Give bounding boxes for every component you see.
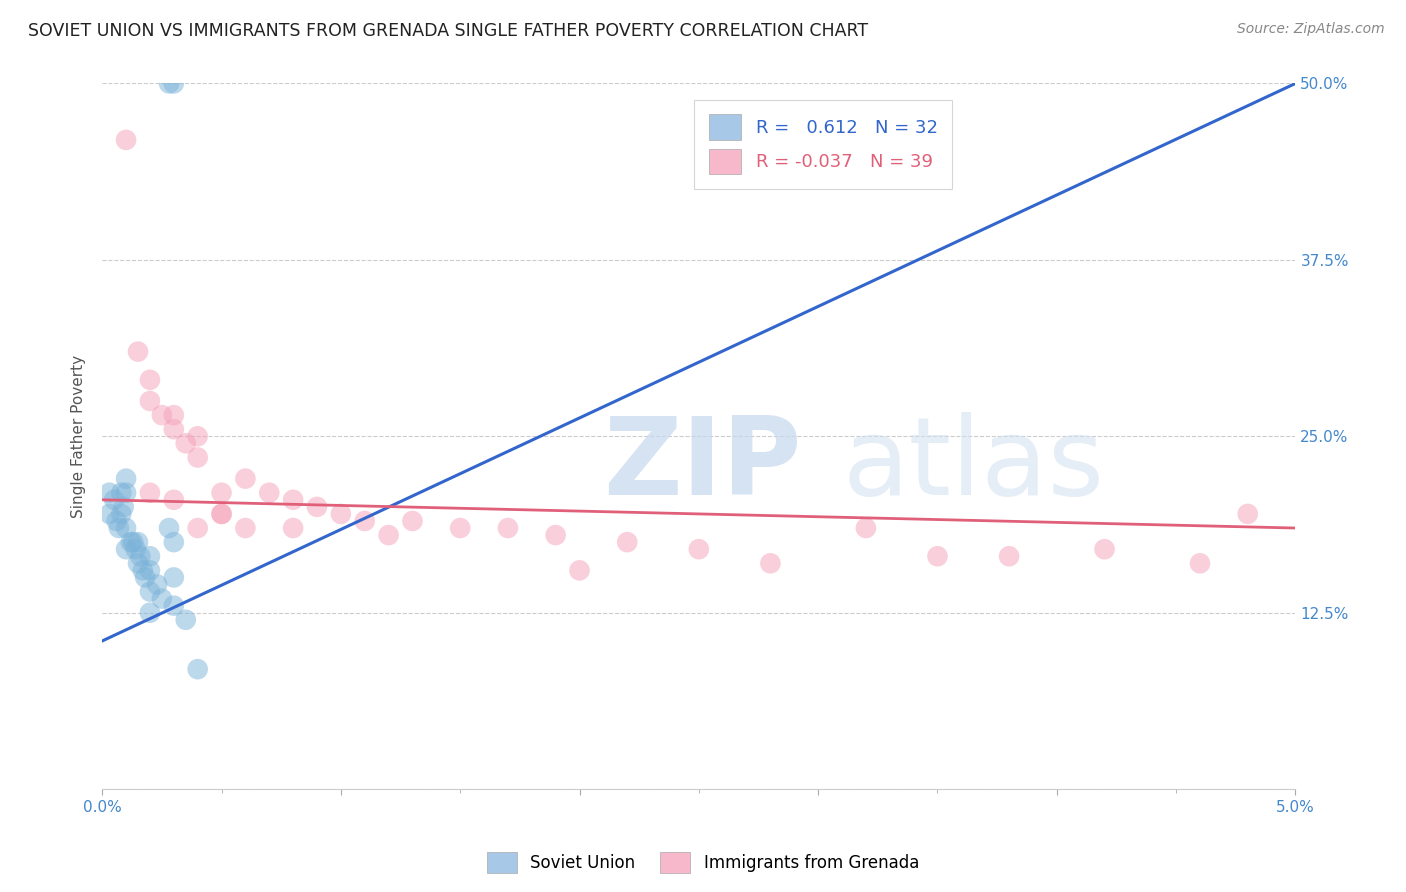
Point — [281, 521, 304, 535]
Point — [115, 485, 138, 500]
Point — [353, 514, 375, 528]
Point — [1188, 557, 1211, 571]
Point — [187, 450, 209, 465]
Point — [105, 514, 128, 528]
Point — [305, 500, 328, 514]
Point — [146, 577, 169, 591]
Point — [259, 485, 281, 500]
Y-axis label: Single Father Poverty: Single Father Poverty — [72, 355, 86, 518]
Text: SOVIET UNION VS IMMIGRANTS FROM GRENADA SINGLE FATHER POVERTY CORRELATION CHART: SOVIET UNION VS IMMIGRANTS FROM GRENADA … — [28, 22, 869, 40]
Point — [132, 563, 155, 577]
Point — [150, 591, 173, 606]
Point — [139, 584, 162, 599]
Point — [139, 563, 162, 577]
Point — [139, 485, 162, 500]
Text: atlas: atlas — [842, 411, 1104, 517]
Point — [163, 535, 186, 549]
Point — [115, 542, 138, 557]
Point — [1094, 542, 1116, 557]
Point — [998, 549, 1021, 564]
Point — [127, 344, 149, 359]
Point — [449, 521, 471, 535]
Point — [211, 507, 233, 521]
Point — [115, 521, 138, 535]
Legend: R =   0.612   N = 32, R = -0.037   N = 39: R = 0.612 N = 32, R = -0.037 N = 39 — [695, 100, 952, 188]
Point — [187, 429, 209, 443]
Point — [163, 408, 186, 422]
Point — [157, 77, 180, 91]
Point — [129, 549, 152, 564]
Point — [127, 535, 149, 549]
Legend: Soviet Union, Immigrants from Grenada: Soviet Union, Immigrants from Grenada — [481, 846, 925, 880]
Point — [163, 422, 186, 436]
Point — [122, 535, 145, 549]
Point — [927, 549, 949, 564]
Point — [120, 535, 142, 549]
Point — [855, 521, 877, 535]
Point — [108, 521, 131, 535]
Point — [110, 485, 132, 500]
Point — [127, 557, 149, 571]
Point — [401, 514, 423, 528]
Point — [187, 521, 209, 535]
Point — [98, 485, 121, 500]
Point — [150, 408, 173, 422]
Text: ZIP: ZIP — [603, 411, 801, 517]
Point — [211, 507, 233, 521]
Point — [544, 528, 567, 542]
Point — [174, 613, 197, 627]
Point — [211, 485, 233, 500]
Point — [377, 528, 399, 542]
Point — [616, 535, 638, 549]
Point — [134, 570, 156, 584]
Point — [139, 606, 162, 620]
Point — [163, 599, 186, 613]
Point — [115, 133, 138, 147]
Point — [496, 521, 519, 535]
Point — [103, 492, 125, 507]
Point — [139, 373, 162, 387]
Point — [112, 500, 135, 514]
Text: Source: ZipAtlas.com: Source: ZipAtlas.com — [1237, 22, 1385, 37]
Point — [235, 472, 257, 486]
Point — [688, 542, 710, 557]
Point — [281, 492, 304, 507]
Point — [110, 507, 132, 521]
Point — [568, 563, 591, 577]
Point — [163, 77, 186, 91]
Point — [163, 570, 186, 584]
Point — [98, 507, 121, 521]
Point — [139, 549, 162, 564]
Point — [139, 394, 162, 409]
Point — [163, 492, 186, 507]
Point — [235, 521, 257, 535]
Point — [174, 436, 197, 450]
Point — [1236, 507, 1258, 521]
Point — [329, 507, 352, 521]
Point — [187, 662, 209, 676]
Point — [759, 557, 782, 571]
Point — [157, 521, 180, 535]
Point — [124, 542, 146, 557]
Point — [115, 472, 138, 486]
